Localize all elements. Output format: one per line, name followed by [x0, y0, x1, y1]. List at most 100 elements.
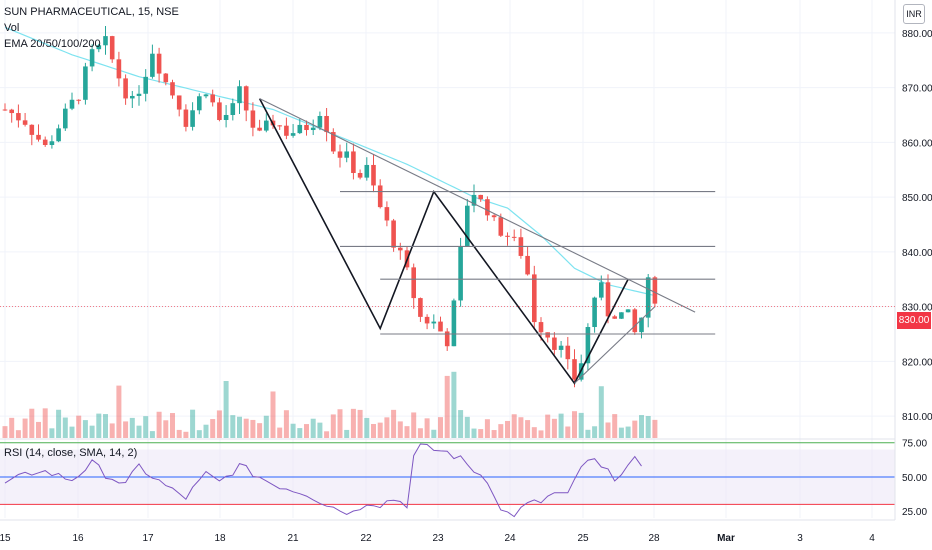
volume-bar: [103, 414, 108, 438]
x-tick-label: 22: [360, 533, 372, 544]
volume-bar: [397, 421, 403, 438]
zigzag: [258, 98, 629, 385]
candle-body: [545, 332, 550, 338]
volume-bar: [230, 415, 236, 438]
candle-body: [331, 132, 336, 152]
candle-body: [136, 93, 142, 96]
y-tick-label: 850.00: [902, 193, 932, 204]
candle-body: [398, 247, 403, 251]
rsi-legend[interactable]: RSI (14, close, SMA, 14, 2): [4, 447, 138, 459]
candle-body: [505, 235, 510, 237]
candle-body: [371, 164, 376, 186]
volume-bar: [317, 422, 323, 438]
volume-bar: [183, 431, 189, 438]
volume-bar: [364, 417, 370, 438]
x-tick-label: 18: [214, 533, 226, 544]
volume-bar: [250, 419, 256, 438]
candle-body: [612, 316, 617, 319]
volume-bar: [491, 430, 497, 438]
volume-bar: [69, 426, 75, 438]
x-tick-label: 3: [797, 533, 803, 544]
candle-body: [109, 36, 115, 60]
candle-body: [337, 151, 343, 158]
candle-body: [619, 312, 624, 319]
volume-bar: [478, 429, 484, 438]
candle-body: [632, 309, 638, 333]
volume-bar: [2, 426, 8, 438]
grid: [0, 0, 895, 518]
candle-body: [532, 274, 537, 323]
candle-body: [96, 45, 102, 50]
volume-bar: [558, 413, 564, 438]
candle-body: [143, 76, 148, 94]
y-tick-label: 870.00: [902, 84, 932, 95]
candlesticks[interactable]: [2, 25, 658, 388]
volume-bar: [565, 426, 571, 438]
volume-bar: [283, 410, 289, 438]
y-tick-label: 820.00: [902, 357, 932, 368]
candle-body: [572, 359, 577, 380]
candle-body: [89, 49, 95, 67]
volume-bar: [625, 426, 631, 438]
candle-body: [565, 345, 571, 360]
candle-body: [558, 345, 564, 350]
candle-body: [69, 99, 75, 109]
volume-bar: [29, 408, 35, 438]
candle-body: [377, 185, 383, 208]
candle-body: [284, 125, 289, 136]
candle-body: [418, 298, 423, 317]
volume-bar: [190, 409, 196, 438]
volume-bar: [310, 418, 316, 438]
candle-body: [465, 205, 470, 247]
x-tick-label: 4: [869, 533, 875, 544]
candle-body: [277, 125, 282, 127]
candle-body: [478, 194, 483, 200]
candle-body: [217, 102, 222, 120]
rsi-background: [0, 442, 895, 505]
candle-body: [444, 331, 450, 347]
candle-body: [150, 53, 155, 77]
candle-body: [156, 53, 162, 74]
candle-body: [639, 317, 644, 333]
volume-bar: [89, 425, 95, 438]
ema-legend[interactable]: EMA 20/50/100/200: [4, 38, 101, 50]
candle-body: [183, 109, 189, 127]
volume-bar: [511, 414, 517, 438]
candle-body: [351, 151, 356, 173]
candle-body: [599, 282, 604, 298]
x-tick-label: 24: [504, 533, 516, 544]
volume-bar: [598, 386, 604, 438]
volume-bar: [645, 416, 651, 438]
symbol-title[interactable]: SUN PHARMACEUTICAL, 15, NSE: [4, 6, 179, 18]
candle-body: [203, 94, 209, 97]
candle-body: [16, 113, 21, 121]
candle-body: [344, 151, 349, 158]
volume-bar: [216, 410, 222, 438]
candle-body: [264, 120, 269, 131]
volume-bar: [223, 380, 229, 438]
volume-bar: [384, 417, 390, 438]
volume-bar: [498, 424, 504, 438]
candle-body: [130, 95, 135, 99]
volume-bar: [505, 420, 510, 438]
volume-bar: [243, 418, 249, 438]
drawing-tools[interactable]: [258, 98, 716, 385]
candle-body: [317, 115, 323, 128]
x-tick-label: 16: [72, 533, 84, 544]
currency-badge[interactable]: INR: [903, 4, 925, 24]
candle-body: [116, 59, 122, 79]
volume-bar: [277, 427, 283, 438]
volume-bar: [417, 428, 423, 438]
volume-bar: [344, 429, 350, 438]
x-tick-label: 15: [0, 533, 11, 544]
volume-bar: [149, 431, 155, 438]
candle-body: [645, 277, 651, 318]
volume-bar: [129, 417, 135, 438]
candle-body: [49, 141, 55, 146]
volume-legend[interactable]: Vol: [4, 22, 20, 34]
volume-bar: [116, 385, 122, 438]
volume-bar: [592, 426, 598, 438]
y-tick-label: 860.00: [902, 138, 932, 149]
